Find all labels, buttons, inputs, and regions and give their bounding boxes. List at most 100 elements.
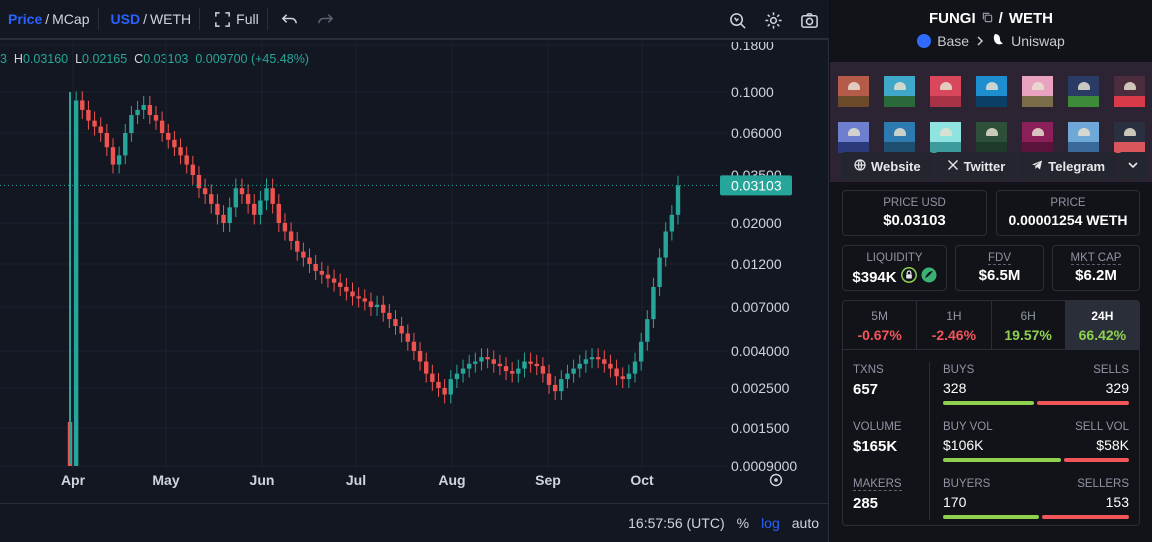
buys-sells-bar bbox=[943, 401, 1129, 405]
chart-panel[interactable]: Price / MCap USD / WETH Full bbox=[0, 0, 829, 542]
more-links-button[interactable] bbox=[1119, 152, 1148, 180]
x-axis-tick-label: Jun bbox=[250, 472, 275, 488]
candle-body bbox=[356, 296, 361, 299]
candle-body bbox=[608, 363, 613, 369]
tab-5m[interactable]: 5M -0.67% bbox=[843, 301, 918, 349]
buyers-bar-fill bbox=[943, 515, 1040, 519]
candle-body bbox=[282, 223, 288, 232]
price-chart[interactable]: Apr May Jun Jul Aug Sep Oct 0.1800 0.1000 0.06000… bbox=[0, 42, 829, 503]
candle-body bbox=[675, 185, 681, 215]
tab-1h[interactable]: 1H -2.46% bbox=[917, 301, 992, 349]
buyers-sellers-stat: BUYERS SELLERS 170 153 bbox=[943, 478, 1129, 519]
candle-body bbox=[245, 194, 251, 204]
sellers-value: 153 bbox=[1105, 494, 1129, 510]
candle-body bbox=[381, 304, 386, 313]
x-axis-tick-label: May bbox=[152, 472, 179, 488]
candle-body bbox=[252, 203, 257, 215]
auto-scale-toggle[interactable]: auto bbox=[791, 515, 819, 531]
settings-icon[interactable] bbox=[759, 6, 787, 34]
mushroom-icon bbox=[986, 128, 998, 136]
sells-value: 329 bbox=[1105, 380, 1129, 396]
lock-icon[interactable] bbox=[900, 267, 917, 287]
y-axis-tick-label: 0.1000 bbox=[731, 84, 774, 100]
mcap-option[interactable]: MCap bbox=[52, 11, 90, 27]
candle-body bbox=[221, 214, 226, 223]
candle-body bbox=[110, 147, 116, 165]
nft-thumbnail bbox=[1068, 76, 1099, 107]
indicators-icon[interactable] bbox=[723, 6, 751, 34]
locker-badge-icon[interactable] bbox=[921, 267, 937, 287]
pair-chain-dex: Base Uniswap bbox=[830, 32, 1152, 49]
telegram-label: Telegram bbox=[1048, 158, 1106, 174]
tab-6h-label: 6H bbox=[1020, 309, 1036, 323]
candle-body bbox=[295, 240, 300, 252]
log-scale-toggle[interactable]: log bbox=[761, 515, 780, 531]
telegram-button[interactable]: Telegram bbox=[1019, 152, 1118, 180]
toolbar-divider bbox=[199, 8, 201, 30]
camera-icon[interactable] bbox=[795, 6, 823, 34]
buy-sell-volume-bar bbox=[943, 458, 1129, 462]
price-mcap-toggle[interactable]: Price / MCap bbox=[0, 0, 98, 39]
candle-body bbox=[325, 274, 331, 279]
telegram-icon bbox=[1031, 159, 1043, 174]
mushroom-icon bbox=[940, 128, 952, 136]
toggle-separator: / bbox=[45, 11, 50, 27]
candle-body bbox=[104, 133, 110, 148]
makers-stat: MAKERS 285 bbox=[853, 478, 923, 512]
pair-separator: / bbox=[998, 10, 1003, 27]
candle-body bbox=[233, 188, 239, 208]
percent-scale-toggle[interactable]: % bbox=[736, 515, 750, 531]
buyers-label: BUYERS bbox=[943, 478, 991, 490]
tab-1h-label: 1H bbox=[946, 309, 962, 323]
y-axis-tick-label: 0.002500 bbox=[731, 380, 790, 396]
website-button[interactable]: Website bbox=[842, 152, 933, 180]
tab-24h-label: 24H bbox=[1091, 309, 1114, 323]
full-button[interactable]: Full bbox=[200, 0, 267, 39]
mushroom-icon bbox=[1032, 128, 1044, 136]
tab-6h-change: 19.57% bbox=[1004, 327, 1052, 343]
y-axis-tick-label: 0.007000 bbox=[731, 299, 790, 315]
tab-24h[interactable]: 24H 66.42% bbox=[1065, 301, 1139, 349]
candle-body bbox=[583, 359, 589, 364]
candle-body bbox=[270, 188, 275, 204]
sellers-label: SELLERS bbox=[1077, 478, 1129, 490]
candle-body bbox=[534, 363, 539, 367]
y-axis-tick-label: 0.004000 bbox=[731, 343, 790, 359]
candle-body bbox=[516, 368, 521, 374]
y-axis-tick-label: 0.06000 bbox=[731, 125, 782, 141]
candle-body bbox=[319, 270, 324, 275]
website-label: Website bbox=[871, 158, 921, 174]
candle-body bbox=[565, 373, 570, 380]
candle-body bbox=[159, 120, 165, 133]
weth-option[interactable]: WETH bbox=[149, 11, 192, 27]
candle-body bbox=[215, 203, 220, 215]
buy-volume-value: $106K bbox=[943, 437, 984, 453]
buyers-sellers-bar bbox=[943, 515, 1129, 519]
undo-icon[interactable] bbox=[276, 5, 304, 33]
tab-6h[interactable]: 6H 19.57% bbox=[992, 301, 1066, 349]
nft-thumbnail bbox=[1114, 122, 1145, 153]
chain-name[interactable]: Base bbox=[937, 32, 970, 49]
buyers-value: 170 bbox=[943, 494, 967, 510]
txns-label: TXNS bbox=[853, 364, 884, 376]
currency-toggle[interactable]: USD / WETH bbox=[99, 0, 200, 39]
mushroom-icon bbox=[986, 82, 998, 90]
sellers-bar-fill bbox=[1042, 515, 1129, 519]
chart-settings-icon[interactable] bbox=[769, 473, 783, 487]
candle-body bbox=[166, 133, 171, 140]
candle-body bbox=[338, 282, 343, 287]
price-usd-label: PRICE USD bbox=[883, 197, 946, 209]
candle-body bbox=[116, 155, 122, 165]
candle-body bbox=[184, 155, 189, 165]
price-option[interactable]: Price bbox=[8, 11, 43, 27]
twitter-button[interactable]: Twitter bbox=[934, 152, 1018, 180]
chevron-right-icon bbox=[975, 33, 985, 49]
usd-option[interactable]: USD bbox=[110, 11, 141, 27]
nft-thumbnail bbox=[884, 122, 915, 153]
ohlc-high-key: H bbox=[13, 52, 23, 66]
redo-icon[interactable] bbox=[312, 5, 340, 33]
copy-icon[interactable] bbox=[982, 10, 993, 27]
dex-name[interactable]: Uniswap bbox=[1011, 32, 1065, 49]
candle-body bbox=[460, 368, 466, 374]
candle-body bbox=[602, 359, 607, 364]
